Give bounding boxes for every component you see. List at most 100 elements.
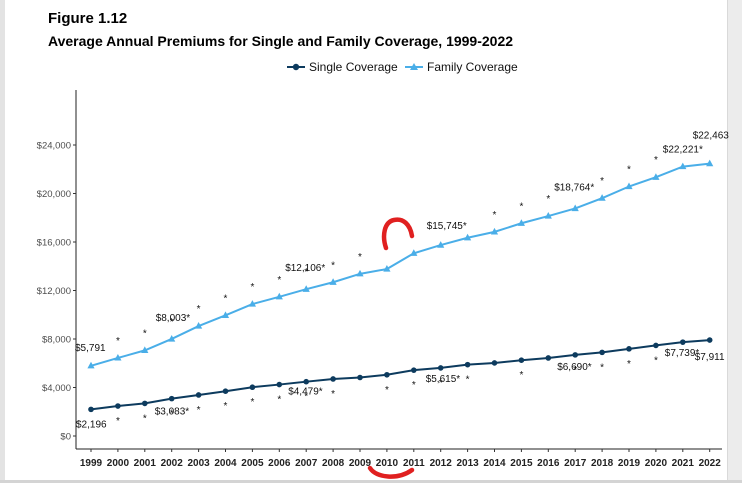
significance-star: * bbox=[519, 370, 523, 381]
significance-star: * bbox=[385, 385, 389, 396]
data-label: $7,911 bbox=[695, 352, 725, 363]
legend-triangle-marker bbox=[410, 63, 418, 70]
x-tick-label: 2017 bbox=[564, 458, 587, 469]
family-coverage-point bbox=[544, 212, 552, 219]
x-tick-label: 2019 bbox=[618, 458, 641, 469]
x-tick-label: 2022 bbox=[699, 458, 722, 469]
single-coverage-point bbox=[222, 388, 229, 394]
significance-star: * bbox=[493, 210, 497, 221]
single-coverage-point bbox=[518, 357, 525, 364]
single-coverage-point bbox=[115, 403, 121, 409]
family-coverage-point bbox=[168, 334, 176, 342]
legend: Single Coverage Family Coverage bbox=[287, 60, 518, 74]
x-tick-label: 2012 bbox=[430, 458, 453, 469]
y-tick-label: $8,000 bbox=[42, 335, 71, 346]
family-coverage-point bbox=[141, 346, 149, 353]
data-label: $22,221* bbox=[663, 145, 703, 156]
x-tick-label: 2001 bbox=[134, 458, 157, 469]
y-tick-label: $4,000 bbox=[42, 383, 71, 394]
window-right-edge bbox=[727, 0, 742, 483]
x-tick-label: 2011 bbox=[403, 458, 425, 469]
series-line-single bbox=[90, 339, 710, 411]
family-coverage-point bbox=[329, 278, 337, 285]
series-line-family bbox=[90, 162, 710, 367]
data-label: $7,739* bbox=[665, 348, 700, 359]
data-label: $8,003* bbox=[156, 313, 191, 324]
single-coverage-point bbox=[330, 376, 336, 382]
single-coverage-point bbox=[195, 392, 202, 398]
family-coverage-point bbox=[383, 265, 391, 272]
significance-star: * bbox=[519, 201, 523, 212]
red-annotation-mark bbox=[381, 217, 415, 251]
data-label: $15,745* bbox=[427, 221, 467, 232]
significance-star: * bbox=[250, 397, 254, 408]
family-coverage-point bbox=[652, 173, 660, 180]
significance-star: * bbox=[277, 275, 281, 286]
y-tick-label: $12,000 bbox=[37, 286, 71, 297]
single-coverage-point bbox=[142, 400, 148, 407]
significance-star: * bbox=[197, 304, 201, 315]
significance-star: * bbox=[143, 328, 147, 339]
single-coverage-point bbox=[626, 346, 632, 352]
significance-star: * bbox=[250, 282, 254, 293]
significance-star: * bbox=[439, 378, 443, 389]
single-coverage-point bbox=[276, 381, 283, 388]
x-tick-label: 2014 bbox=[483, 458, 506, 469]
x-tick-label: 2009 bbox=[349, 458, 372, 469]
family-coverage-point bbox=[679, 162, 687, 170]
significance-star: * bbox=[654, 355, 658, 366]
significance-star: * bbox=[600, 362, 604, 373]
data-label: $18,764* bbox=[554, 182, 594, 193]
significance-star: * bbox=[116, 336, 120, 347]
x-tick-label: 2005 bbox=[241, 458, 264, 469]
x-tick-label: 2006 bbox=[268, 458, 291, 469]
chart-title: Average Annual Premiums for Single and F… bbox=[48, 33, 514, 49]
legend-circle-marker bbox=[292, 63, 300, 71]
single-coverage-point bbox=[249, 384, 256, 391]
data-label: $12,106* bbox=[285, 263, 325, 274]
significance-star: * bbox=[197, 405, 201, 416]
x-tick-label: 2013 bbox=[456, 458, 479, 469]
significance-star: * bbox=[466, 375, 470, 386]
x-tick-label: 2015 bbox=[510, 458, 533, 469]
family-coverage-point bbox=[87, 361, 95, 369]
family-coverage-point bbox=[598, 194, 606, 201]
significance-star: * bbox=[600, 176, 604, 187]
single-coverage-point bbox=[303, 378, 310, 385]
significance-star: * bbox=[224, 293, 228, 304]
y-tick-label: $16,000 bbox=[37, 238, 71, 249]
significance-star: * bbox=[277, 395, 281, 406]
legend-label-family: Family Coverage bbox=[427, 60, 518, 74]
single-coverage-point bbox=[88, 406, 94, 413]
family-coverage-point bbox=[490, 227, 499, 235]
y-tick-label: $24,000 bbox=[37, 141, 71, 152]
significance-star: * bbox=[573, 365, 577, 376]
single-coverage-point bbox=[491, 360, 498, 366]
single-coverage-point bbox=[653, 342, 659, 349]
x-tick-label: 2010 bbox=[376, 458, 399, 469]
significance-star: * bbox=[331, 389, 335, 400]
data-labels: * * * * * * * * * * * * * * * * * * $2,196 $3,083* $4,479* $5… bbox=[75, 131, 729, 431]
legend-label-single: Single Coverage bbox=[309, 60, 398, 74]
x-tick-label: 2007 bbox=[295, 458, 318, 469]
significance-star: * bbox=[304, 392, 308, 403]
significance-star: * bbox=[224, 401, 228, 412]
family-coverage-point bbox=[195, 322, 203, 329]
significance-star: * bbox=[170, 317, 174, 328]
x-tick-label: 2021 bbox=[672, 458, 695, 469]
family-coverage-point bbox=[625, 182, 633, 190]
x-tick-label: 2008 bbox=[322, 458, 345, 469]
x-tick-label: 2000 bbox=[107, 458, 130, 469]
figure-label: Figure 1.12 bbox=[48, 10, 128, 27]
family-coverage-point bbox=[356, 269, 364, 277]
x-tick-label: 1999 bbox=[80, 458, 103, 469]
significance-star: * bbox=[412, 380, 416, 391]
annotation-layer bbox=[367, 217, 415, 479]
significance-star: * bbox=[143, 413, 147, 424]
x-tick-label: 2016 bbox=[537, 458, 560, 469]
x-tick-label: 2020 bbox=[645, 458, 668, 469]
data-label: $5,615* bbox=[426, 374, 461, 385]
family-coverage-point bbox=[706, 159, 714, 167]
axes: $0 $4,000 $8,000 $12,000 $16,000 $20,000 $24,0… bbox=[37, 90, 722, 469]
